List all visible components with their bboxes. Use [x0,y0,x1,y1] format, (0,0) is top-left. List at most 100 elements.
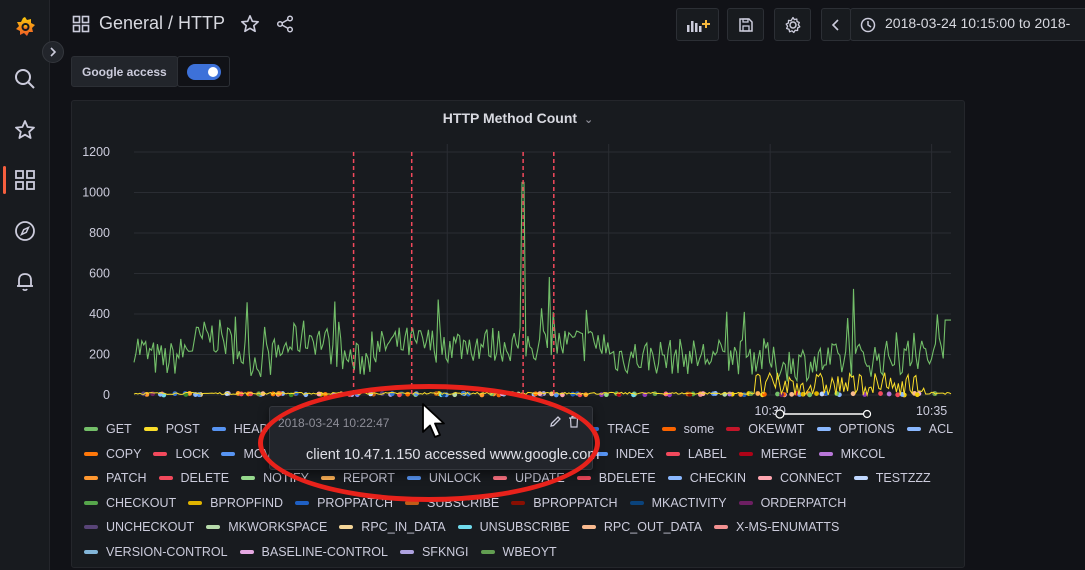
legend-swatch [321,476,335,481]
expand-sidebar-button[interactable] [42,41,64,63]
explore-compass-icon[interactable] [12,218,38,244]
y-tick-label: 1200 [82,145,110,159]
legend-swatch [221,451,236,456]
legend-label: POST [165,422,200,436]
delete-annotation-icon[interactable] [568,415,580,433]
legend-label: BDELETE [598,471,656,485]
breadcrumb[interactable]: General / HTTP [99,13,226,33]
legend-item[interactable]: CONNECT [757,469,842,488]
dashboards-icon[interactable] [12,167,38,193]
time-range-text[interactable]: 2018-03-24 10:15:00 to 2018- [885,15,1071,31]
legend-label: NOTIFY [263,471,309,485]
legend-swatch [84,427,98,432]
legend-item[interactable]: ORDERPATCH [738,494,847,513]
alerting-bell-icon[interactable] [12,268,38,294]
legend-item[interactable]: LABEL [665,445,727,464]
legend-item[interactable]: BASELINE-CONTROL [239,543,388,562]
starred-icon[interactable] [12,117,38,143]
search-icon[interactable] [12,66,38,92]
y-tick-label: 1000 [82,186,110,200]
legend-label: X-MS-ENUMATTS [736,520,840,534]
add-panel-icon [686,19,710,32]
legend-label: DELETE [180,471,230,485]
legend-item[interactable]: BPROPFIND [188,494,283,513]
legend-swatch [511,500,526,505]
legend-item[interactable]: SUBSCRIBE [405,494,499,513]
legend-item[interactable]: UPDATE [492,469,565,488]
legend-item[interactable]: X-MS-ENUMATTS [714,518,839,537]
legend-item[interactable]: HEAD [211,420,268,439]
legend-label: INDEX [615,446,654,461]
legend-label: UPDATE [514,471,565,485]
legend-label: LOCK [175,446,210,461]
legend-swatch [158,476,173,481]
series-point [807,392,813,398]
series-point [789,391,795,397]
legend-item[interactable]: PATCH [84,469,147,488]
time-range-picker[interactable] [850,8,1085,41]
series-point [819,391,825,397]
legend-item[interactable]: NOTIFY [241,469,309,488]
legend-item[interactable]: ACL [906,420,953,439]
time-shift-back-button[interactable] [821,8,851,41]
panel-title-text: HTTP Method Count [442,110,578,126]
legend-item[interactable]: INDEX [593,445,654,464]
legend-item[interactable]: COPY [84,445,141,464]
legend-swatch [153,451,168,456]
legend-item[interactable]: SFKNGI [399,543,469,562]
dashboard-header: General / HTTP 2018-03-24 10:15:00 to 20… [50,0,1085,50]
legend-swatch [84,549,98,554]
dashboard-settings-button[interactable] [774,8,811,41]
series-point [878,391,883,396]
series-point [814,391,819,397]
legend-item[interactable]: DELETE [158,469,230,488]
star-icon[interactable] [240,14,260,39]
legend-item[interactable]: MKCOL [818,445,885,464]
legend-item[interactable]: REPORT [321,469,395,488]
legend-item[interactable]: MKWORKSPACE [206,518,327,537]
legend-item[interactable]: MKACTIVITY [629,494,727,513]
legend-label: UNCHECKOUT [106,520,195,534]
legend-label: CONNECT [779,471,842,485]
grafana-logo-icon[interactable] [12,14,38,40]
legend-item[interactable]: TESTZZZ [853,469,931,488]
share-icon[interactable] [276,15,294,38]
legend-item[interactable]: UNLOCK [406,469,481,488]
legend-swatch [714,525,729,530]
legend-item[interactable]: LOCK [153,445,209,464]
legend-item[interactable]: CHECKOUT [84,494,176,513]
legend-item[interactable]: POST [143,420,200,439]
legend-item[interactable]: UNCHECKOUT [84,518,194,537]
legend-item[interactable]: OKEWMT [726,420,805,439]
legend-item[interactable]: CHECKIN [667,469,746,488]
legend-item[interactable]: UNSUBSCRIBE [457,518,570,537]
google-access-toggle[interactable] [187,64,221,80]
legend-item[interactable]: some [661,420,714,439]
y-tick-label: 0 [103,388,110,402]
legend-item[interactable]: OPTIONS [816,420,895,439]
legend-label: ORDERPATCH [760,495,847,510]
legend-item[interactable]: GET [84,420,132,439]
legend-swatch [405,500,420,505]
save-dashboard-button[interactable] [727,8,764,41]
legend-item[interactable]: TRACE [585,420,650,439]
legend-item[interactable]: MERGE [738,445,807,464]
legend-label: BPROPFIND [210,495,284,510]
legend-item[interactable]: BDELETE [576,469,656,488]
panel-title[interactable]: HTTP Method Count ⌄ [72,110,964,126]
add-panel-button[interactable] [676,8,719,41]
legend-item[interactable]: VERSION-CONTROL [84,543,228,562]
http-method-count-panel: HTTP Method Count ⌄ 0 200 400 600 800 1000 120… [71,100,965,568]
legend-item[interactable]: RPC_OUT_DATA [581,518,702,537]
legend-label: VERSION-CONTROL [106,544,228,559]
legend-label: BASELINE-CONTROL [261,544,388,559]
legend-item[interactable]: RPC_IN_DATA [339,518,446,537]
legend-label: PATCH [106,471,147,485]
legend-swatch [211,427,226,432]
edit-annotation-icon[interactable] [549,415,562,433]
legend-item[interactable]: BPROPPATCH [511,494,618,513]
legend-item[interactable]: PROPPATCH [295,494,393,513]
series-point [499,391,505,397]
legend-item[interactable]: WBEOYT [480,543,557,562]
